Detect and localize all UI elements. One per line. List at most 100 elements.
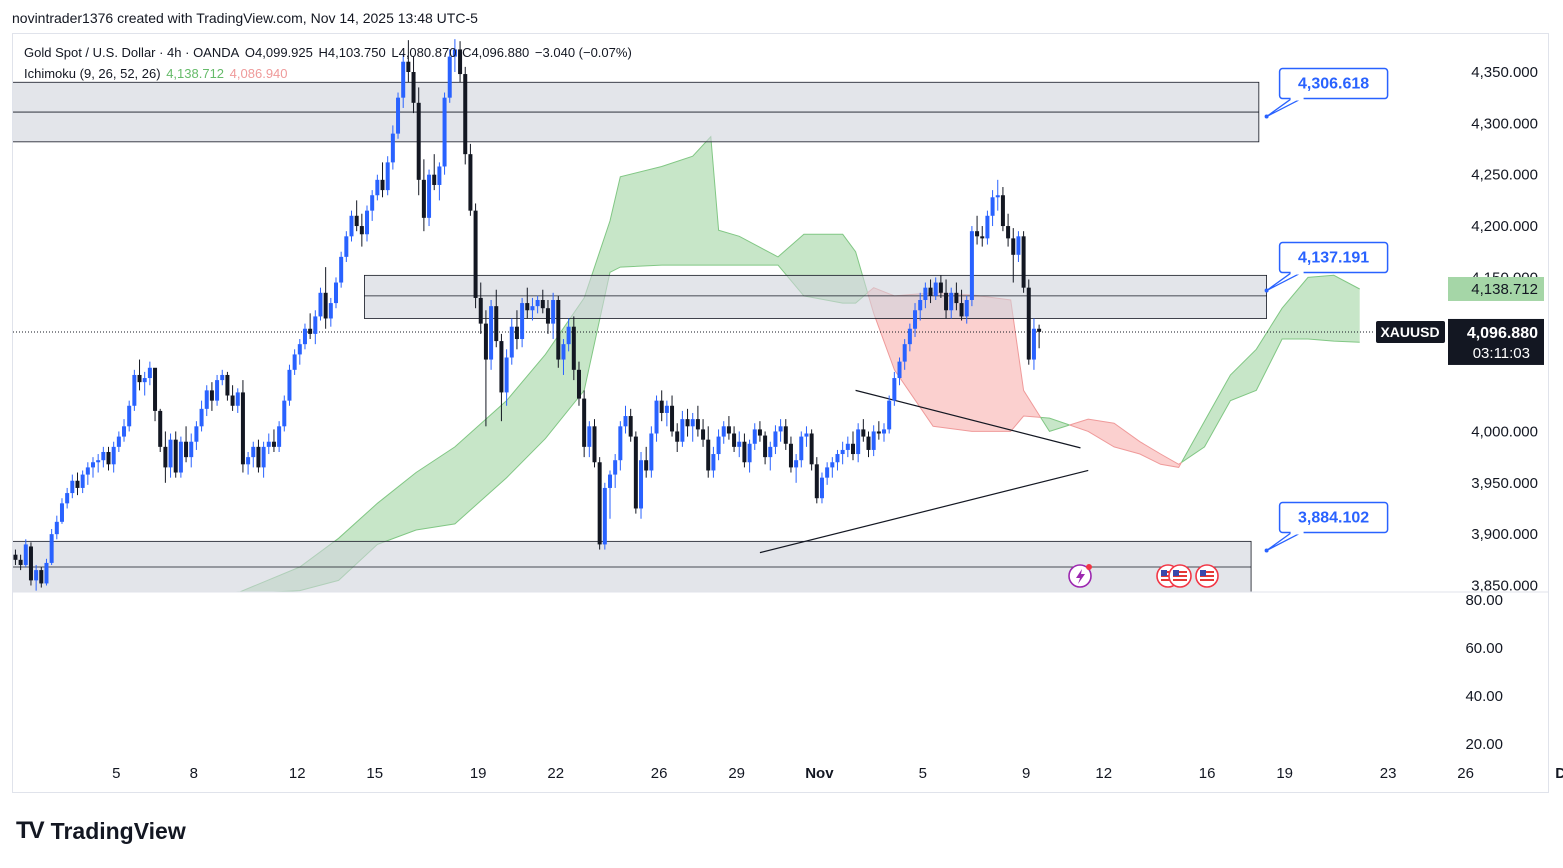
candle	[680, 410, 685, 447]
candle	[602, 482, 607, 550]
candle-body	[251, 446, 256, 458]
chart-frame[interactable]	[12, 33, 1549, 793]
candle	[938, 275, 943, 298]
senkou-span-a	[867, 292, 1041, 432]
candle-body	[499, 341, 504, 393]
callout-label: 3,884.102	[1298, 509, 1369, 526]
candle-body	[716, 436, 721, 455]
candle-body	[483, 323, 488, 360]
candle	[421, 159, 426, 232]
time-tick-label: 29	[728, 765, 745, 782]
candle-body	[768, 446, 773, 458]
candle-body	[137, 374, 142, 383]
candle	[354, 200, 359, 232]
candle	[545, 299, 550, 334]
time-tick-label: Nov	[805, 765, 834, 782]
candle	[39, 567, 44, 588]
candle	[804, 426, 809, 447]
candle	[990, 190, 995, 227]
candle	[737, 431, 742, 458]
candle	[850, 431, 855, 461]
candle	[277, 421, 282, 452]
candle	[597, 457, 602, 550]
price-callout-1: 4,306.618	[1264, 67, 1389, 119]
candle	[794, 454, 799, 483]
candle-body	[101, 451, 106, 461]
price-tick-label: 3,900.000	[1471, 526, 1538, 543]
candle-body	[34, 570, 39, 581]
candle-body	[39, 570, 44, 584]
candle	[147, 361, 152, 386]
candle	[271, 429, 276, 452]
candle-body	[473, 210, 478, 298]
candle-body	[701, 429, 706, 440]
candle-body	[783, 426, 788, 444]
last-price-bg	[1448, 318, 1544, 365]
candle	[468, 143, 473, 216]
candle	[783, 419, 788, 450]
ichimoku-upper-tag-text: 4,138.712	[1471, 281, 1538, 298]
oscillator-tick-label: 40.00	[1465, 688, 1503, 705]
candle-body	[1006, 226, 1011, 239]
flag-stripe	[1200, 575, 1214, 577]
candle	[928, 279, 933, 304]
candle	[65, 487, 70, 509]
candle-body	[168, 439, 173, 468]
candle-body	[830, 462, 835, 468]
candle	[28, 542, 33, 586]
candle-body	[406, 61, 411, 72]
price-tick-label: 3,950.000	[1471, 475, 1538, 492]
candle-body	[1016, 236, 1021, 255]
candle	[75, 472, 80, 496]
candle-body	[582, 398, 587, 447]
candle	[623, 405, 628, 434]
senkou-span-a	[1181, 274, 1360, 463]
indicator-legend[interactable]: Ichimoku (9, 26, 52, 26) 4,138.712 4,086…	[24, 66, 290, 81]
candle	[499, 333, 504, 422]
candle-body	[28, 546, 33, 581]
candle-body	[292, 354, 297, 370]
candle	[411, 56, 416, 114]
candle-body	[675, 431, 680, 442]
us-flag-icon	[1168, 564, 1192, 588]
candle	[416, 87, 421, 196]
candle-body	[1031, 328, 1036, 360]
candle	[773, 425, 778, 455]
candle	[91, 457, 95, 478]
candle-body	[825, 467, 830, 478]
candle	[659, 390, 664, 422]
candle-body	[370, 195, 375, 211]
candle	[1037, 324, 1042, 349]
candle	[664, 400, 669, 427]
candle	[401, 53, 406, 108]
candle	[111, 441, 116, 473]
candle-body	[111, 446, 116, 465]
candle	[385, 156, 390, 196]
candle-body	[23, 544, 28, 565]
candle-body	[571, 326, 576, 370]
candle	[54, 515, 59, 540]
candle-body	[85, 467, 90, 475]
candle	[969, 226, 974, 307]
candle	[204, 385, 209, 417]
candle-body	[13, 554, 18, 560]
candle-body	[194, 426, 199, 442]
candle-body	[907, 328, 912, 345]
candle	[313, 310, 318, 345]
tradingview-logo[interactable]: TV TradingView	[16, 817, 186, 845]
candle-body	[225, 374, 230, 396]
candle	[551, 292, 556, 340]
callout-pointer	[1266, 271, 1302, 292]
candle	[721, 421, 726, 444]
candle	[256, 439, 261, 473]
candle-body	[592, 426, 597, 463]
candle-body	[380, 179, 385, 191]
candle	[1006, 213, 1011, 247]
candle	[80, 470, 85, 494]
price-callout-2: 4,137.191	[1264, 241, 1389, 293]
candle	[406, 40, 411, 83]
ohlc-high: H4,103.750	[318, 45, 386, 60]
oscillator-tick-label: 80.00	[1465, 592, 1503, 609]
flag-canton	[1173, 570, 1179, 576]
